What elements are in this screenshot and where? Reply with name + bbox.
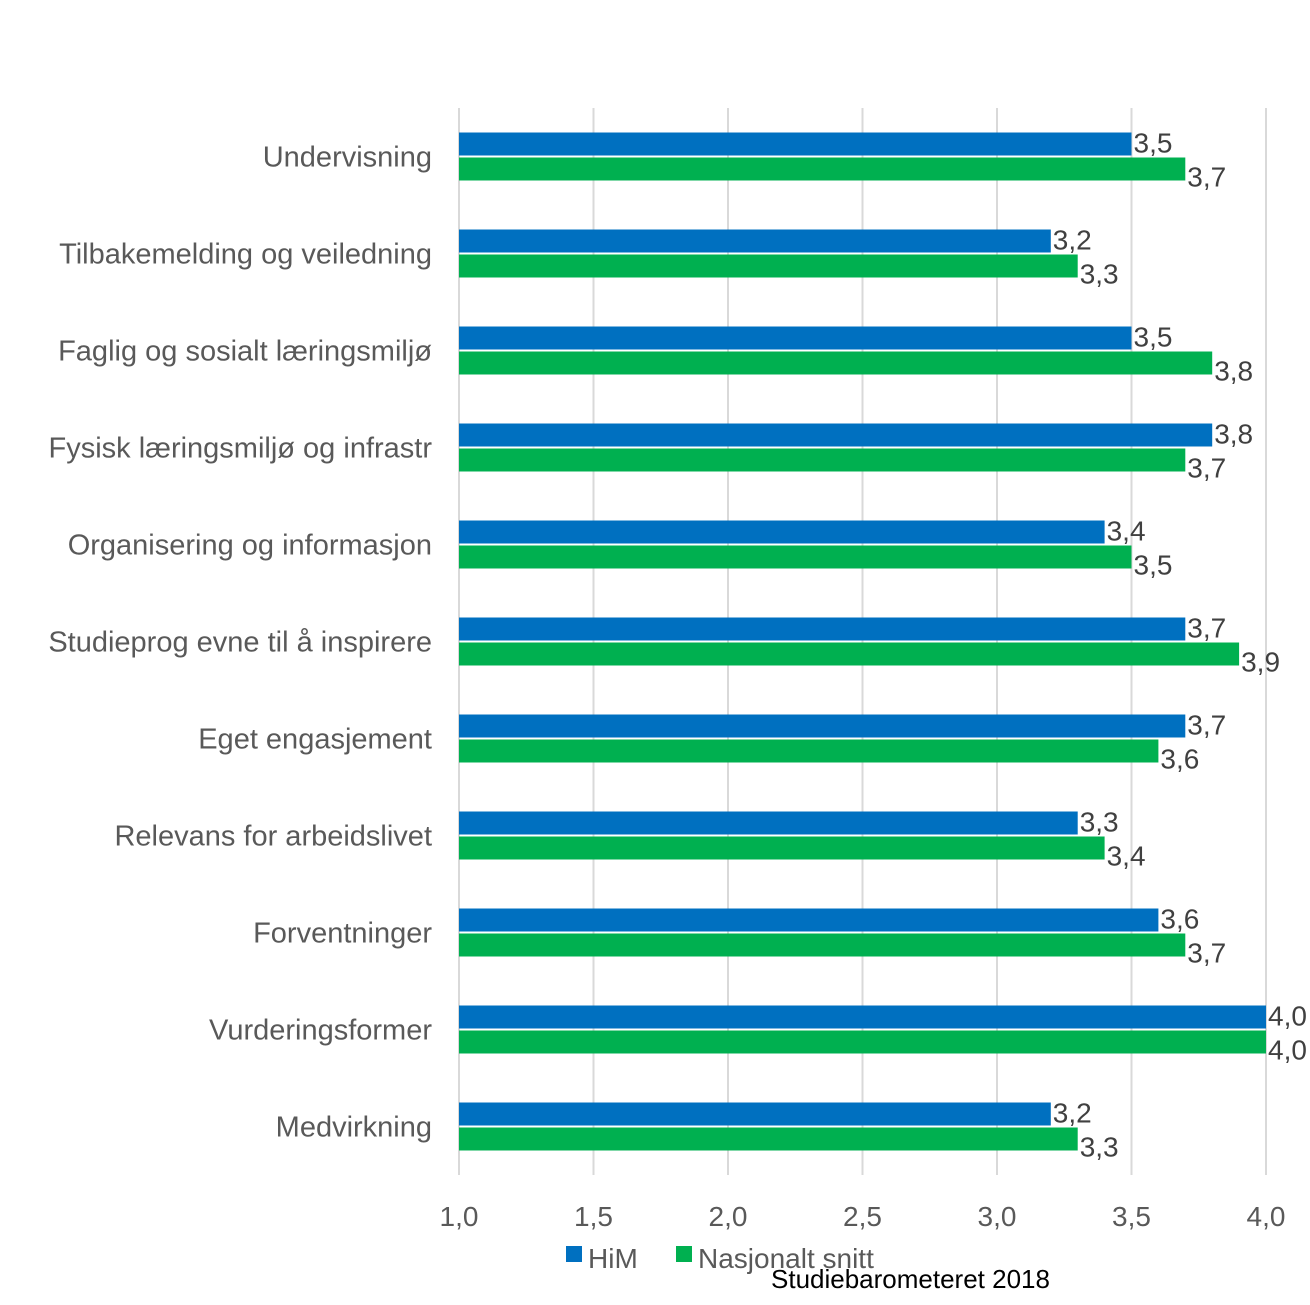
legend-swatch-nasjonalt-snitt: [676, 1246, 692, 1262]
bar-him: [459, 132, 1132, 156]
x-tick-label: 4,0: [1247, 1201, 1286, 1232]
category-label: Undervisning: [263, 142, 432, 174]
category-label: Eget engasjement: [198, 724, 432, 756]
data-label: 3,9: [1241, 647, 1280, 678]
category-label: Forventninger: [253, 918, 432, 950]
data-label: 3,7: [1187, 613, 1226, 644]
data-label: 3,7: [1187, 938, 1226, 969]
bar-him: [459, 714, 1186, 738]
category-label: Tilbakemelding og veiledning: [59, 239, 432, 271]
data-label: 3,5: [1134, 550, 1173, 581]
data-label: 3,4: [1107, 516, 1146, 547]
data-label: 3,8: [1214, 419, 1253, 450]
gridlines: [458, 108, 1267, 1175]
data-label: 3,7: [1187, 453, 1226, 484]
x-tick-label: 2,5: [843, 1201, 882, 1232]
category-label: Relevans for arbeidslivet: [114, 821, 432, 853]
category-labels: Undervisning Tilbakemelding og veiledning…: [48, 142, 432, 1144]
category-label: Vurderingsformer: [209, 1015, 432, 1047]
bar-him: [459, 811, 1078, 835]
bar-him: [459, 617, 1186, 641]
x-axis-tick-labels: 1,0 1,5 2,0 2,5 3,0 3,5 4,0: [440, 1201, 1286, 1232]
data-label: 3,5: [1134, 322, 1173, 353]
bar-nasjonalt-snitt: [459, 739, 1159, 763]
data-label: 3,3: [1080, 807, 1119, 838]
bar-him: [459, 326, 1132, 350]
source-note: Studiebarometeret 2018: [771, 1264, 1050, 1294]
data-label: 3,4: [1107, 841, 1146, 872]
bar-him: [459, 1102, 1051, 1126]
bar-nasjonalt-snitt: [459, 254, 1078, 278]
x-tick-label: 3,0: [978, 1201, 1017, 1232]
legend-label-him: HiM: [588, 1243, 638, 1274]
data-label: 3,8: [1214, 356, 1253, 387]
data-label: 3,7: [1187, 710, 1226, 741]
data-label: 3,2: [1053, 1098, 1092, 1129]
x-tick-label: 2,0: [709, 1201, 748, 1232]
bar-nasjonalt-snitt: [459, 642, 1240, 666]
bar-nasjonalt-snitt: [459, 836, 1105, 860]
legend-swatch-him: [566, 1246, 582, 1262]
bar-nasjonalt-snitt: [459, 933, 1186, 957]
bar-nasjonalt-snitt: [459, 157, 1186, 181]
data-label: 3,6: [1160, 744, 1199, 775]
bar-him: [459, 1005, 1266, 1029]
bar-him: [459, 423, 1213, 447]
bar-him: [459, 229, 1051, 253]
data-label: 4,0: [1268, 1001, 1307, 1032]
data-label: 4,0: [1268, 1035, 1307, 1066]
data-label: 3,3: [1080, 1132, 1119, 1163]
data-label: 3,3: [1080, 259, 1119, 290]
category-label: Organisering og informasjon: [68, 530, 432, 562]
x-tick-label: 3,5: [1112, 1201, 1151, 1232]
data-labels: 3,53,73,23,33,53,83,83,73,43,53,73,93,73…: [1053, 128, 1307, 1163]
data-label: 3,5: [1134, 128, 1173, 159]
x-tick-label: 1,0: [440, 1201, 479, 1232]
data-label: 3,7: [1187, 162, 1226, 193]
data-label: 3,2: [1053, 225, 1092, 256]
bar-him: [459, 520, 1105, 544]
bar-nasjonalt-snitt: [459, 351, 1213, 375]
bar-nasjonalt-snitt: [459, 545, 1132, 569]
bar-him: [459, 908, 1159, 932]
data-label: 3,6: [1160, 904, 1199, 935]
bar-nasjonalt-snitt: [459, 448, 1186, 472]
category-label: Studieprog evne til å inspirere: [48, 627, 432, 659]
category-label: Fysisk læringsmiljø og infrastr: [49, 433, 433, 465]
legend-label-nasjonalt-snitt: Nasjonalt snitt: [698, 1243, 874, 1274]
x-tick-label: 1,5: [574, 1201, 613, 1232]
bar-nasjonalt-snitt: [459, 1127, 1078, 1151]
bar-nasjonalt-snitt: [459, 1030, 1266, 1054]
category-label: Medvirkning: [276, 1112, 432, 1144]
legend: HiM Nasjonalt snitt: [566, 1243, 874, 1274]
bars: [459, 132, 1266, 1151]
category-label: Faglig og sosialt læringsmiljø: [58, 336, 432, 368]
